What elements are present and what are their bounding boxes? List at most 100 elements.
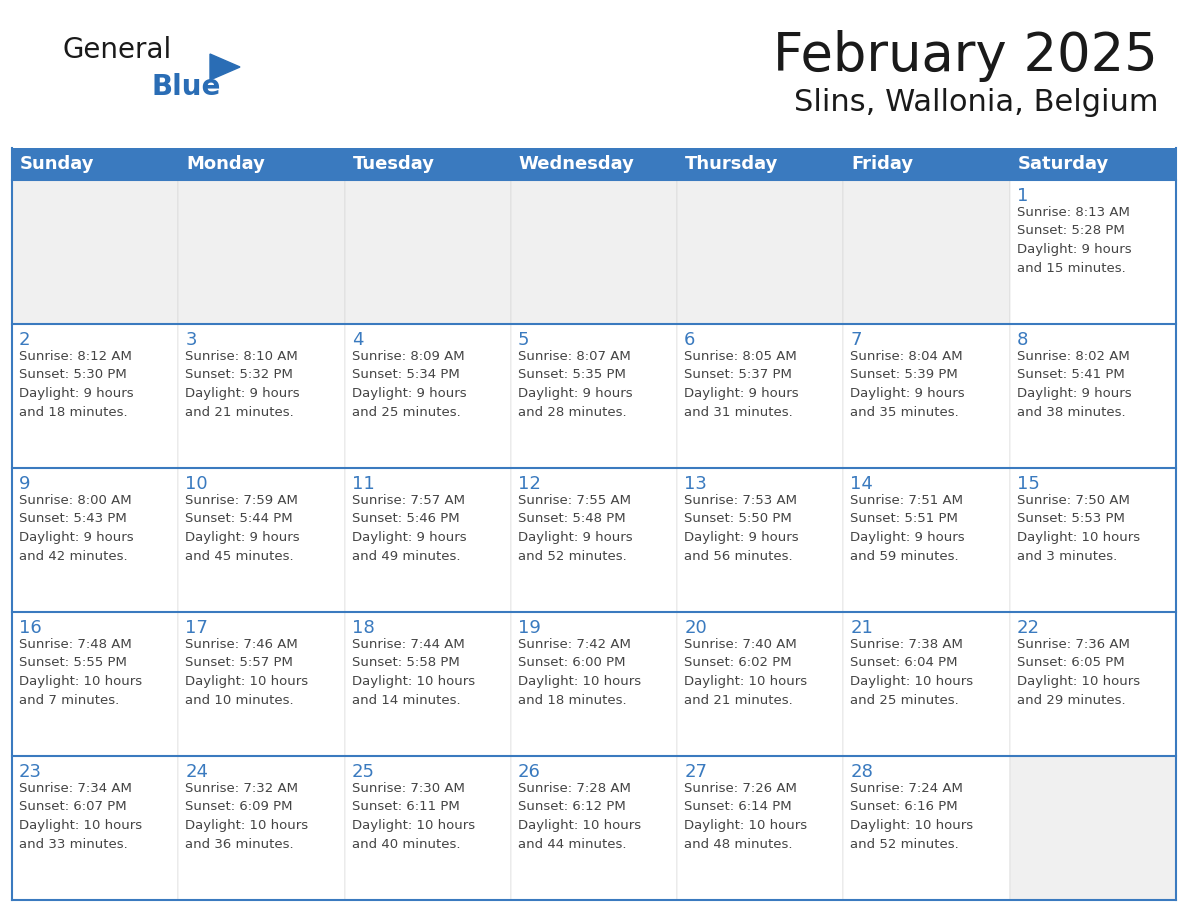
Text: Sunrise: 7:24 AM
Sunset: 6:16 PM
Daylight: 10 hours
and 52 minutes.: Sunrise: 7:24 AM Sunset: 6:16 PM Dayligh… xyxy=(851,782,973,850)
Text: 3: 3 xyxy=(185,331,197,349)
Bar xyxy=(1010,324,1176,468)
Bar xyxy=(1010,612,1176,756)
Text: Sunrise: 7:42 AM
Sunset: 6:00 PM
Daylight: 10 hours
and 18 minutes.: Sunrise: 7:42 AM Sunset: 6:00 PM Dayligh… xyxy=(518,638,642,707)
Text: 20: 20 xyxy=(684,619,707,637)
Text: Monday: Monday xyxy=(187,155,265,173)
Text: 26: 26 xyxy=(518,763,541,781)
Bar xyxy=(1010,468,1176,612)
Bar xyxy=(511,148,677,180)
Text: Sunrise: 8:07 AM
Sunset: 5:35 PM
Daylight: 9 hours
and 28 minutes.: Sunrise: 8:07 AM Sunset: 5:35 PM Dayligh… xyxy=(518,350,632,419)
Text: 2: 2 xyxy=(19,331,31,349)
Text: 23: 23 xyxy=(19,763,42,781)
Text: General: General xyxy=(62,36,171,64)
Text: Sunday: Sunday xyxy=(20,155,95,173)
Text: Sunrise: 7:38 AM
Sunset: 6:04 PM
Daylight: 10 hours
and 25 minutes.: Sunrise: 7:38 AM Sunset: 6:04 PM Dayligh… xyxy=(851,638,973,707)
Bar xyxy=(12,468,178,612)
Text: 5: 5 xyxy=(518,331,530,349)
Bar xyxy=(178,324,345,468)
Text: Sunrise: 8:05 AM
Sunset: 5:37 PM
Daylight: 9 hours
and 31 minutes.: Sunrise: 8:05 AM Sunset: 5:37 PM Dayligh… xyxy=(684,350,798,419)
Text: Sunrise: 7:51 AM
Sunset: 5:51 PM
Daylight: 9 hours
and 59 minutes.: Sunrise: 7:51 AM Sunset: 5:51 PM Dayligh… xyxy=(851,494,965,563)
Text: 10: 10 xyxy=(185,475,208,493)
Bar xyxy=(12,148,178,180)
Bar xyxy=(12,612,178,756)
Bar xyxy=(511,468,677,612)
Text: 15: 15 xyxy=(1017,475,1040,493)
Text: 8: 8 xyxy=(1017,331,1028,349)
Text: Sunrise: 8:04 AM
Sunset: 5:39 PM
Daylight: 9 hours
and 35 minutes.: Sunrise: 8:04 AM Sunset: 5:39 PM Dayligh… xyxy=(851,350,965,419)
Text: Sunrise: 7:36 AM
Sunset: 6:05 PM
Daylight: 10 hours
and 29 minutes.: Sunrise: 7:36 AM Sunset: 6:05 PM Dayligh… xyxy=(1017,638,1139,707)
Bar xyxy=(843,468,1010,612)
Polygon shape xyxy=(210,54,240,80)
Bar xyxy=(677,180,843,324)
Text: Friday: Friday xyxy=(852,155,914,173)
Text: Sunrise: 7:44 AM
Sunset: 5:58 PM
Daylight: 10 hours
and 14 minutes.: Sunrise: 7:44 AM Sunset: 5:58 PM Dayligh… xyxy=(352,638,475,707)
Bar xyxy=(12,756,178,900)
Text: 16: 16 xyxy=(19,619,42,637)
Bar xyxy=(345,148,511,180)
Bar xyxy=(345,612,511,756)
Bar xyxy=(178,180,345,324)
Text: 12: 12 xyxy=(518,475,541,493)
Text: Sunrise: 8:02 AM
Sunset: 5:41 PM
Daylight: 9 hours
and 38 minutes.: Sunrise: 8:02 AM Sunset: 5:41 PM Dayligh… xyxy=(1017,350,1131,419)
Bar xyxy=(511,324,677,468)
Text: Sunrise: 8:12 AM
Sunset: 5:30 PM
Daylight: 9 hours
and 18 minutes.: Sunrise: 8:12 AM Sunset: 5:30 PM Dayligh… xyxy=(19,350,133,419)
Text: Sunrise: 7:48 AM
Sunset: 5:55 PM
Daylight: 10 hours
and 7 minutes.: Sunrise: 7:48 AM Sunset: 5:55 PM Dayligh… xyxy=(19,638,143,707)
Text: February 2025: February 2025 xyxy=(773,30,1158,82)
Text: 13: 13 xyxy=(684,475,707,493)
Bar xyxy=(843,148,1010,180)
Text: Sunrise: 7:34 AM
Sunset: 6:07 PM
Daylight: 10 hours
and 33 minutes.: Sunrise: 7:34 AM Sunset: 6:07 PM Dayligh… xyxy=(19,782,143,850)
Text: Wednesday: Wednesday xyxy=(519,155,634,173)
Text: Saturday: Saturday xyxy=(1018,155,1108,173)
Text: 25: 25 xyxy=(352,763,374,781)
Bar xyxy=(843,180,1010,324)
Text: Sunrise: 7:50 AM
Sunset: 5:53 PM
Daylight: 10 hours
and 3 minutes.: Sunrise: 7:50 AM Sunset: 5:53 PM Dayligh… xyxy=(1017,494,1139,563)
Text: 6: 6 xyxy=(684,331,695,349)
Bar xyxy=(12,180,178,324)
Text: 11: 11 xyxy=(352,475,374,493)
Bar xyxy=(345,324,511,468)
Bar xyxy=(345,756,511,900)
Bar xyxy=(178,612,345,756)
Text: 28: 28 xyxy=(851,763,873,781)
Bar xyxy=(1010,148,1176,180)
Bar xyxy=(843,324,1010,468)
Bar xyxy=(12,324,178,468)
Text: Blue: Blue xyxy=(152,73,221,101)
Text: 9: 9 xyxy=(19,475,31,493)
Text: 1: 1 xyxy=(1017,187,1028,205)
Bar xyxy=(345,468,511,612)
Text: 4: 4 xyxy=(352,331,364,349)
Bar xyxy=(677,756,843,900)
Bar xyxy=(511,180,677,324)
Text: 7: 7 xyxy=(851,331,862,349)
Text: Sunrise: 8:13 AM
Sunset: 5:28 PM
Daylight: 9 hours
and 15 minutes.: Sunrise: 8:13 AM Sunset: 5:28 PM Dayligh… xyxy=(1017,206,1131,274)
Bar xyxy=(178,148,345,180)
Text: Thursday: Thursday xyxy=(685,155,778,173)
Text: 14: 14 xyxy=(851,475,873,493)
Text: Sunrise: 8:00 AM
Sunset: 5:43 PM
Daylight: 9 hours
and 42 minutes.: Sunrise: 8:00 AM Sunset: 5:43 PM Dayligh… xyxy=(19,494,133,563)
Text: Sunrise: 7:55 AM
Sunset: 5:48 PM
Daylight: 9 hours
and 52 minutes.: Sunrise: 7:55 AM Sunset: 5:48 PM Dayligh… xyxy=(518,494,632,563)
Text: Sunrise: 7:53 AM
Sunset: 5:50 PM
Daylight: 9 hours
and 56 minutes.: Sunrise: 7:53 AM Sunset: 5:50 PM Dayligh… xyxy=(684,494,798,563)
Bar xyxy=(677,468,843,612)
Bar xyxy=(843,756,1010,900)
Text: 24: 24 xyxy=(185,763,208,781)
Bar xyxy=(511,612,677,756)
Text: Sunrise: 7:28 AM
Sunset: 6:12 PM
Daylight: 10 hours
and 44 minutes.: Sunrise: 7:28 AM Sunset: 6:12 PM Dayligh… xyxy=(518,782,642,850)
Text: Sunrise: 7:46 AM
Sunset: 5:57 PM
Daylight: 10 hours
and 10 minutes.: Sunrise: 7:46 AM Sunset: 5:57 PM Dayligh… xyxy=(185,638,309,707)
Bar xyxy=(345,180,511,324)
Text: Sunrise: 8:09 AM
Sunset: 5:34 PM
Daylight: 9 hours
and 25 minutes.: Sunrise: 8:09 AM Sunset: 5:34 PM Dayligh… xyxy=(352,350,466,419)
Text: Sunrise: 7:59 AM
Sunset: 5:44 PM
Daylight: 9 hours
and 45 minutes.: Sunrise: 7:59 AM Sunset: 5:44 PM Dayligh… xyxy=(185,494,299,563)
Bar xyxy=(1010,756,1176,900)
Text: Sunrise: 7:30 AM
Sunset: 6:11 PM
Daylight: 10 hours
and 40 minutes.: Sunrise: 7:30 AM Sunset: 6:11 PM Dayligh… xyxy=(352,782,475,850)
Text: 27: 27 xyxy=(684,763,707,781)
Bar xyxy=(843,612,1010,756)
Text: Sunrise: 7:57 AM
Sunset: 5:46 PM
Daylight: 9 hours
and 49 minutes.: Sunrise: 7:57 AM Sunset: 5:46 PM Dayligh… xyxy=(352,494,466,563)
Bar xyxy=(677,148,843,180)
Text: Tuesday: Tuesday xyxy=(353,155,435,173)
Text: 21: 21 xyxy=(851,619,873,637)
Text: 19: 19 xyxy=(518,619,541,637)
Text: Sunrise: 8:10 AM
Sunset: 5:32 PM
Daylight: 9 hours
and 21 minutes.: Sunrise: 8:10 AM Sunset: 5:32 PM Dayligh… xyxy=(185,350,299,419)
Text: Sunrise: 7:40 AM
Sunset: 6:02 PM
Daylight: 10 hours
and 21 minutes.: Sunrise: 7:40 AM Sunset: 6:02 PM Dayligh… xyxy=(684,638,808,707)
Bar xyxy=(178,468,345,612)
Text: 22: 22 xyxy=(1017,619,1040,637)
